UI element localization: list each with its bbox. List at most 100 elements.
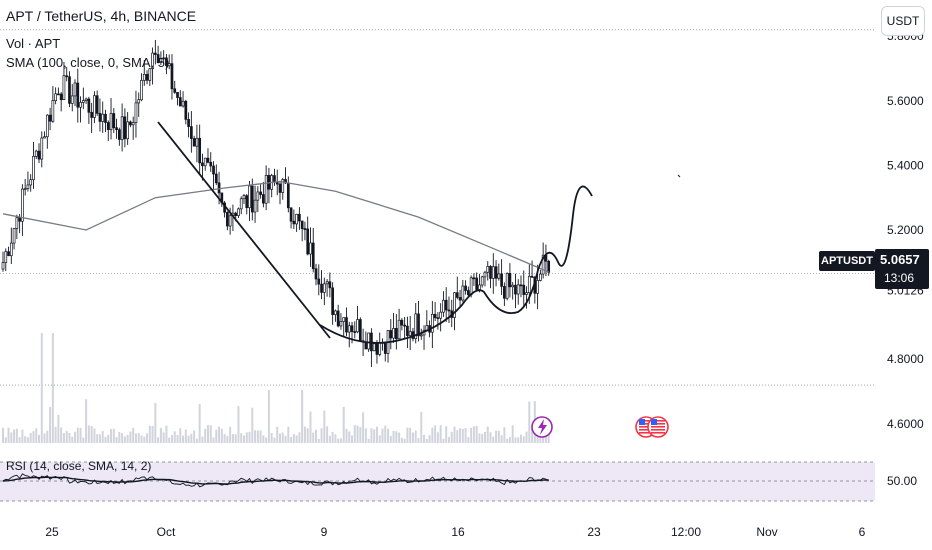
volume-bar [209,425,212,443]
time-tick-label: 23 [587,525,601,539]
volume-bar [195,438,198,443]
volume-indicator-label[interactable]: Vol · APT [6,36,61,51]
rsi-indicator-label[interactable]: RSI (14, close, SMA, 14, 2) [6,459,152,473]
volume-bar [270,432,273,443]
candle-body [214,173,218,184]
candle-body [54,93,57,101]
candle-body [115,127,118,131]
candle-body [314,268,318,280]
candle-body [12,228,16,244]
volume-bar [15,428,18,443]
volume-bar [519,434,522,443]
volume-bar [240,433,243,443]
volume-bar [489,432,492,443]
volume-bar [362,412,365,443]
candle-body [417,313,420,337]
volume-bar [193,430,196,443]
candle-body [358,319,362,342]
candle-body [298,213,301,222]
candle-body [9,242,13,257]
candle-body [192,138,196,147]
volume-bar [290,437,293,443]
drawing-dot [677,174,681,178]
volume-bar [431,427,434,443]
volume-bar [475,425,478,443]
volume-bar [7,427,10,443]
candle-body [325,281,329,285]
volume-bar [495,430,498,443]
candle-body [65,75,69,78]
sma-indicator-label[interactable]: SMA (100, close, 0, SMA, 5) [6,55,170,70]
candle-body [34,150,38,157]
time-tick-label: Oct [157,525,176,539]
volume-bar [104,436,107,443]
candle-body [237,208,240,217]
volume-bar [395,431,398,443]
lightning-event-icon[interactable] [531,416,553,438]
volume-bar [320,428,323,443]
volume-bar [508,436,511,443]
volume-bar [110,429,113,443]
price-tick-label: 5.4000 [887,158,924,172]
volume-bar [276,426,279,443]
candle-body [345,317,348,333]
volume-bar [517,437,520,443]
candle-body [347,325,351,333]
sma-line [2,180,549,273]
volume-bar [170,434,173,443]
volume-bar [57,414,60,443]
us-flag-economic-event-icon[interactable] [647,416,669,438]
lightning-bolt [538,419,547,435]
candle-body [300,220,304,229]
candle-body [292,220,296,225]
volume-bar [511,425,514,443]
candle-body [289,207,293,222]
volume-bar [251,407,254,443]
flag-stripe [639,423,653,425]
volume-bar [159,427,162,443]
candle-body [142,74,146,81]
candle-body [129,121,132,126]
candle-body [419,334,423,337]
candle-body [1,262,5,270]
candle-body [281,179,285,193]
volume-bar [121,433,124,443]
volume-bar [312,432,315,443]
volume-bar [492,436,495,443]
volume-bar [342,406,345,443]
candle-body [516,284,520,295]
candle-body [322,283,326,293]
time-tick-label: 25 [45,525,59,539]
candle-body [486,266,490,273]
volume-bar [215,429,218,443]
volume-bar [450,431,453,443]
candle-body [436,317,440,320]
volume-bar [198,404,201,443]
candle-body [525,292,528,295]
volume-bar [353,425,356,443]
volume-bar [40,333,43,443]
candle-body [511,284,515,288]
currency-button[interactable]: USDT [881,6,925,36]
flag-stripe [651,426,665,428]
bar-countdown: 13:06 [884,271,915,285]
volume-bar [417,438,420,443]
flag-canton [651,419,657,425]
candle-body [228,215,232,227]
volume-bar [478,433,481,443]
candle-body [530,275,534,278]
candle-body [527,275,531,294]
candle-body [317,278,321,285]
candle-body [76,82,80,108]
volume-bar [464,428,467,443]
candle-body [505,273,509,299]
candle-body [84,98,88,101]
volume-bar [146,433,149,443]
candle-body [32,156,35,181]
candle-body [170,63,174,90]
flag-stripe [651,423,665,425]
volume-bar [226,435,229,443]
candle-body [48,114,52,122]
volume-bar [190,433,193,443]
